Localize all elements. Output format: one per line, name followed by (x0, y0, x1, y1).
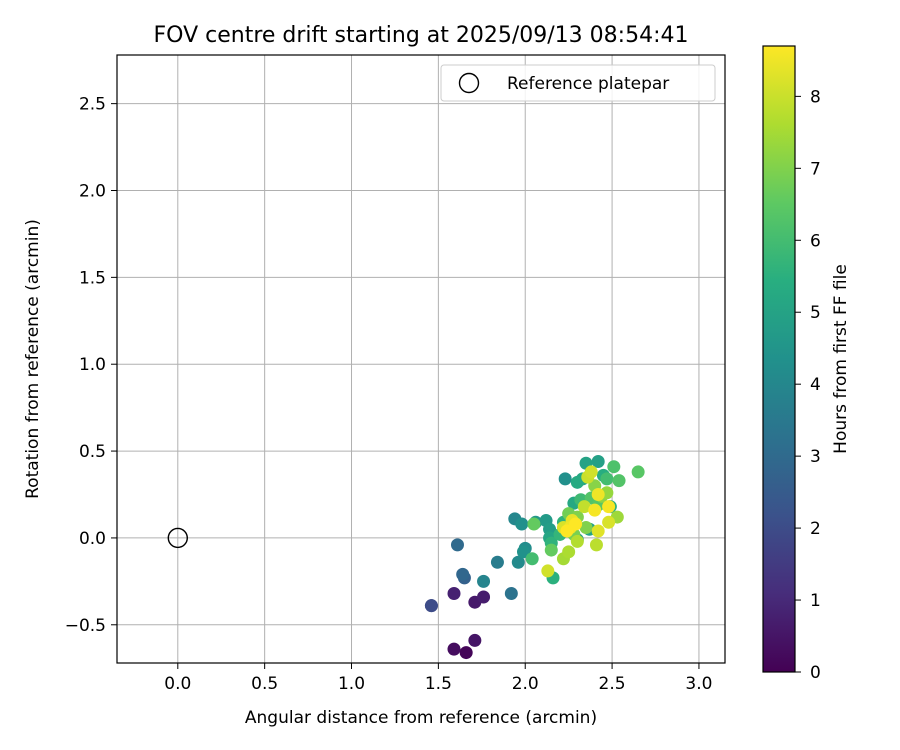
y-tick-label: 0.0 (79, 529, 106, 549)
data-point (490, 555, 504, 569)
data-point (607, 460, 621, 474)
y-tick-label: 0.5 (79, 442, 106, 462)
data-point (600, 472, 614, 486)
data-point (591, 524, 605, 538)
data-point (569, 517, 583, 531)
legend-box (440, 64, 716, 102)
y-axis-label: Rotation from reference (arcmin) (23, 219, 43, 499)
data-point (584, 465, 598, 479)
colorbar-tick-label: 8 (810, 87, 821, 107)
colorbar-tick-label: 2 (810, 519, 821, 539)
data-point (570, 534, 584, 548)
x-tick-label: 2.0 (512, 674, 539, 694)
data-point (562, 545, 576, 559)
data-point (631, 465, 645, 479)
data-point (544, 543, 558, 557)
grid-lines (117, 55, 725, 663)
colorbar-tick-label: 4 (810, 375, 821, 395)
reference-marker (167, 527, 189, 549)
data-point (588, 503, 602, 517)
data-point (504, 587, 518, 601)
colorbar-label: Hours from first FF file (831, 264, 851, 454)
data-point (447, 642, 461, 656)
colorbar-tick-label: 6 (810, 231, 821, 251)
x-tick-label: 1.5 (425, 674, 452, 694)
data-point (477, 590, 491, 604)
data-point (602, 500, 616, 514)
data-point (570, 475, 584, 489)
colorbar: 0 1 2 3 4 5 6 7 8 Hours from first FF file (762, 45, 851, 683)
colorbar-tick-label: 5 (810, 303, 821, 323)
y-tick-label: 1.5 (79, 268, 106, 288)
chart-title: FOV centre drift starting at 2025/09/13 … (154, 23, 689, 48)
colorbar-ticks: 0 1 2 3 4 5 6 7 8 (795, 87, 821, 683)
data-point (591, 487, 605, 501)
data-point (459, 646, 473, 660)
legend-label: Reference platepar (507, 74, 669, 94)
plot-frame (116, 54, 726, 664)
x-tick-label: 0.0 (164, 674, 191, 694)
y-tick-label: −0.5 (65, 616, 106, 636)
data-points (424, 454, 645, 660)
data-point (577, 500, 591, 514)
legend-marker-icon (458, 72, 480, 94)
data-point (511, 555, 525, 569)
colorbar-tick-label: 0 (810, 663, 821, 683)
data-point (477, 574, 491, 588)
colorbar-tick-label: 7 (810, 159, 821, 179)
x-axis-label: Angular distance from reference (arcmin) (245, 708, 597, 728)
data-point (424, 599, 438, 613)
colorbar-gradient (762, 45, 796, 673)
y-axis-ticks: −0.5 0.0 0.5 1.0 1.5 2.0 2.5 (65, 95, 117, 636)
data-point (612, 474, 626, 488)
data-point (468, 633, 482, 647)
colorbar-tick-label: 1 (810, 591, 821, 611)
y-tick-label: 2.0 (79, 181, 106, 201)
data-point (602, 515, 616, 529)
colorbar-tick-label: 3 (810, 447, 821, 467)
x-tick-label: 0.5 (251, 674, 278, 694)
data-point (541, 564, 555, 578)
data-point (579, 521, 593, 535)
data-point (516, 545, 530, 559)
data-point (560, 524, 574, 538)
data-point (558, 472, 572, 486)
reference-point (167, 527, 189, 549)
x-tick-label: 3.0 (685, 674, 712, 694)
data-point (589, 538, 603, 552)
data-point (527, 517, 541, 531)
y-tick-label: 2.5 (79, 95, 106, 115)
data-point (450, 538, 464, 552)
x-tick-label: 1.0 (338, 674, 365, 694)
legend: Reference platepar (440, 64, 716, 102)
data-point (447, 587, 461, 601)
y-tick-label: 1.0 (79, 355, 106, 375)
x-tick-label: 2.5 (599, 674, 626, 694)
data-point (515, 517, 529, 531)
data-point (456, 567, 470, 581)
data-point (591, 454, 605, 468)
x-axis-ticks: 0.0 0.5 1.0 1.5 2.0 2.5 3.0 (164, 663, 712, 694)
data-point (525, 552, 539, 566)
